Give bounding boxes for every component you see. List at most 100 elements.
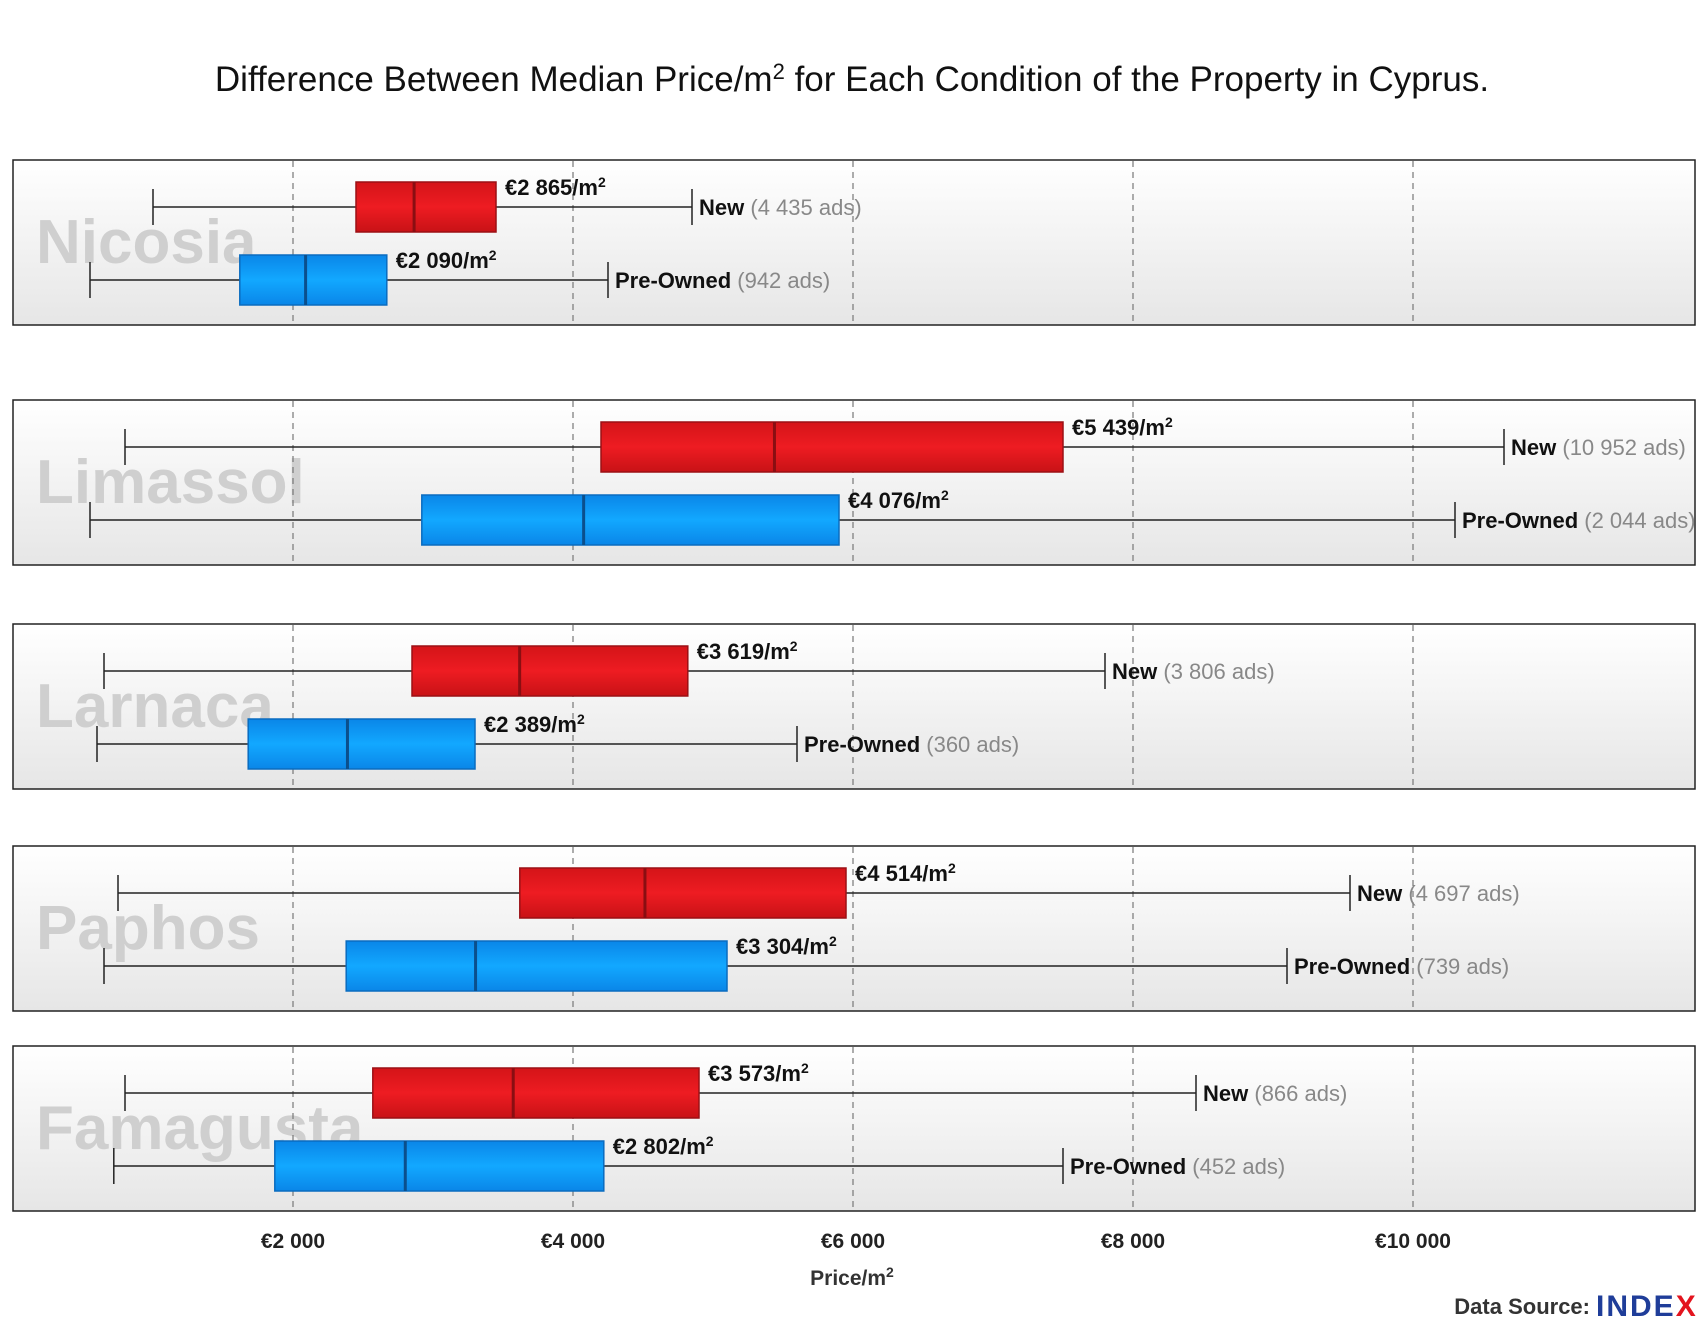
median-value-text: €5 439/m (1072, 415, 1165, 440)
iqr-box (519, 867, 847, 919)
median-value-sup: 2 (577, 711, 585, 727)
condition-label: New (4 435 ads) (699, 195, 862, 220)
median-value-label: €2 090/m2 (396, 247, 497, 273)
ads-count: (4 435 ads) (744, 195, 861, 220)
x-tick-label: €10 000 (1375, 1230, 1451, 1253)
median-value-label: €3 619/m2 (697, 638, 798, 664)
ads-count: (866 ads) (1248, 1081, 1347, 1106)
iqr-box (411, 645, 689, 697)
median-value-label: €5 439/m2 (1072, 414, 1173, 440)
box-new: €5 439/m2 New (10 952 ads) (124, 414, 1686, 473)
box-pre-owned: €4 076/m2 Pre-Owned (2 044 ads) (89, 487, 1696, 546)
box-new: €4 514/m2 New (4 697 ads) (117, 860, 1520, 919)
box-pre-owned: €2 389/m2 Pre-Owned (360 ads) (96, 711, 1019, 770)
city-label: Limassol (36, 448, 305, 517)
condition-label: Pre-Owned (942 ads) (615, 268, 830, 293)
data-source-label: Data Source: (1454, 1294, 1590, 1319)
ads-count: (360 ads) (920, 732, 1019, 757)
condition-name: New (1203, 1081, 1249, 1106)
iqr-box (247, 718, 476, 770)
iqr-box (355, 181, 497, 233)
condition-label: Pre-Owned (452 ads) (1070, 1154, 1285, 1179)
ads-count: (10 952 ads) (1556, 435, 1686, 460)
panel-background (12, 845, 1696, 1012)
iqr-box (600, 421, 1064, 473)
x-axis-title: Price/m2 (810, 1264, 894, 1290)
box-pre-owned: €2 090/m2 Pre-Owned (942 ads) (89, 247, 830, 306)
median-value-text: €2 802/m (613, 1134, 706, 1159)
ads-count: (452 ads) (1186, 1154, 1285, 1179)
median-value-text: €3 304/m (736, 934, 829, 959)
median-value-sup: 2 (1165, 414, 1173, 430)
median-value-sup: 2 (829, 933, 837, 949)
condition-name: New (1112, 659, 1158, 684)
city-label: Larnaca (36, 672, 274, 741)
median-value-text: €3 573/m (708, 1061, 801, 1086)
ads-count: (4 697 ads) (1402, 881, 1519, 906)
iqr-box (421, 494, 840, 546)
median-value-label: €2 389/m2 (484, 711, 585, 737)
x-axis-title-text: Price/m (810, 1267, 886, 1290)
box-new: €2 865/m2 New (4 435 ads) (152, 174, 862, 233)
condition-label: Pre-Owned (2 044 ads) (1462, 508, 1696, 533)
x-axis: €2 000 €4 000 €6 000 €8 000 €10 000 (261, 1230, 1451, 1253)
median-value-sup: 2 (706, 1133, 714, 1149)
condition-name: Pre-Owned (804, 732, 920, 757)
median-value-label: €3 573/m2 (708, 1060, 809, 1086)
condition-name: New (1357, 881, 1403, 906)
condition-name: New (699, 195, 745, 220)
median-value-text: €3 619/m (697, 639, 790, 664)
ads-count: (739 ads) (1410, 954, 1509, 979)
data-source: Data Source: INDEX (1454, 1290, 1695, 1323)
median-value-text: €2 865/m (505, 175, 598, 200)
panel-nicosia: Nicosia €2 865/m2 New (4 435 ads) €2 090/m2… (12, 159, 1696, 326)
x-tick-label: €6 000 (821, 1230, 885, 1253)
ads-count: (942 ads) (731, 268, 830, 293)
condition-name: Pre-Owned (1294, 954, 1410, 979)
median-value-text: €2 090/m (396, 248, 489, 273)
iqr-box (274, 1140, 605, 1192)
condition-name: Pre-Owned (615, 268, 731, 293)
median-value-text: €4 076/m (848, 488, 941, 513)
condition-label: Pre-Owned (360 ads) (804, 732, 1019, 757)
chart-title: Difference Between Median Price/m2 for E… (215, 59, 1489, 99)
median-value-sup: 2 (941, 487, 949, 503)
condition-name: Pre-Owned (1462, 508, 1578, 533)
median-value-text: €4 514/m (855, 861, 948, 886)
ads-count: (3 806 ads) (1157, 659, 1274, 684)
x-axis-title-sup: 2 (886, 1264, 894, 1280)
condition-label: New (10 952 ads) (1511, 435, 1686, 460)
iqr-box (239, 254, 388, 306)
median-value-label: €3 304/m2 (736, 933, 837, 959)
median-value-sup: 2 (948, 860, 956, 876)
brand-part-b: X (1676, 1290, 1696, 1323)
median-value-label: €2 802/m2 (613, 1133, 714, 1159)
box-pre-owned: €2 802/m2 Pre-Owned (452 ads) (113, 1133, 1285, 1192)
condition-label: New (4 697 ads) (1357, 881, 1520, 906)
iqr-box (345, 940, 728, 992)
x-tick-label: €2 000 (261, 1230, 325, 1253)
city-label: Nicosia (36, 208, 257, 277)
city-label: Paphos (36, 894, 260, 963)
box-new: €3 619/m2 New (3 806 ads) (103, 638, 1275, 697)
median-value-label: €4 514/m2 (855, 860, 956, 886)
median-value-label: €4 076/m2 (848, 487, 949, 513)
condition-name: New (1511, 435, 1557, 460)
median-value-label: €2 865/m2 (505, 174, 606, 200)
x-tick-label: €4 000 (541, 1230, 605, 1253)
median-value-sup: 2 (790, 638, 798, 654)
ads-count: (2 044 ads) (1578, 508, 1695, 533)
iqr-box (372, 1067, 700, 1119)
condition-label: New (866 ads) (1203, 1081, 1347, 1106)
condition-label: Pre-Owned (739 ads) (1294, 954, 1509, 979)
median-value-text: €2 389/m (484, 712, 577, 737)
chart-title-main: Difference Between Median Price/m (215, 60, 773, 99)
box-new: €3 573/m2 New (866 ads) (124, 1060, 1347, 1119)
brand-part-a: INDE (1596, 1290, 1676, 1323)
chart-title-sup: 2 (773, 59, 785, 84)
